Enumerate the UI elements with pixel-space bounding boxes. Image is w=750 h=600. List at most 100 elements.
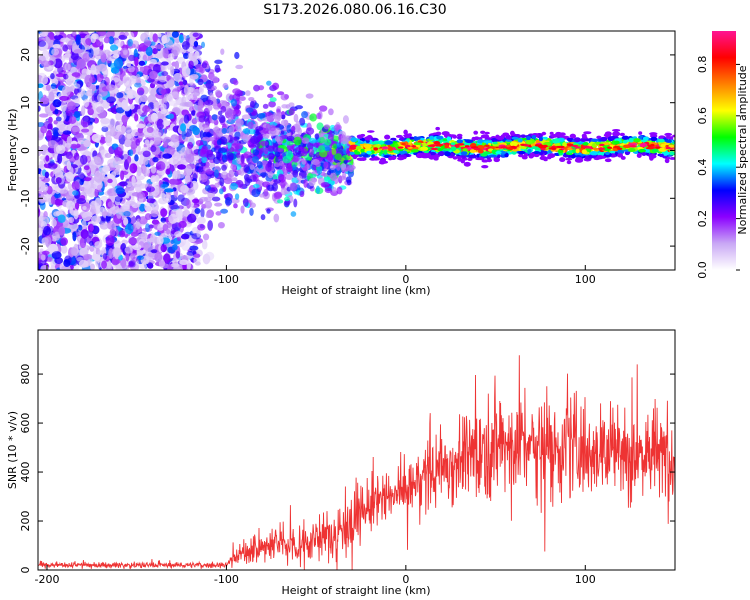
spectrogram-cell <box>40 254 46 261</box>
spectrogram-cell <box>168 113 175 120</box>
spectrogram-cell <box>138 52 149 61</box>
spectrogram-cell <box>639 142 648 148</box>
spectrogram-cell <box>324 187 333 194</box>
spectrogram-cell <box>592 147 598 151</box>
spectrogram-cell <box>526 135 531 141</box>
spectrogram-cell <box>41 75 49 85</box>
spectrogram-cell <box>135 138 141 146</box>
spectrogram-cell <box>551 140 560 144</box>
spectrogram-cell <box>650 136 658 142</box>
spectrogram-cell <box>61 85 71 97</box>
spectrogram-cell <box>136 166 142 177</box>
spectrogram-cell <box>233 203 238 209</box>
spectrogram-cell <box>204 184 211 192</box>
spectrogram-cell <box>184 101 194 108</box>
spectrogram-cell <box>89 240 94 246</box>
spectrogram-cell <box>66 78 72 86</box>
spectrogram-cell <box>547 153 556 159</box>
spectrogram-cell <box>281 114 286 120</box>
spectrogram-cell <box>83 177 92 182</box>
spectrogram-cell <box>192 173 198 181</box>
spectrogram-cell <box>266 80 272 86</box>
spectrogram-cell <box>183 84 190 96</box>
spectrogram-cell <box>111 258 121 265</box>
spectrogram-cell <box>142 105 151 113</box>
spectrogram-cell <box>221 127 227 134</box>
spectrogram-cell <box>178 220 187 229</box>
spectrogram-cell <box>289 182 298 192</box>
spectrogram-cell <box>249 207 254 217</box>
spectrogram-cell <box>148 237 155 243</box>
spectrogram-cell <box>124 125 132 133</box>
spectrogram-cell <box>152 156 159 163</box>
spectrogram-cell <box>483 151 491 155</box>
spectrogram-cell <box>316 166 323 175</box>
spectrogram-cell <box>403 133 412 138</box>
spectrogram-cell <box>134 93 143 104</box>
spectrogram-cell <box>145 206 152 212</box>
spectrogram-cell <box>64 63 71 71</box>
spectrogram-cell <box>122 74 130 86</box>
spectrogram-cell <box>441 131 450 136</box>
spectrogram-cell <box>194 208 201 214</box>
spectrogram-cell <box>178 34 184 43</box>
spectrogram-cell <box>217 110 223 116</box>
spectrogram-cell <box>74 202 80 210</box>
spectrogram-cell <box>260 214 266 221</box>
spectrogram-cell <box>390 137 397 141</box>
spectrogram-cell <box>67 101 77 111</box>
spectrogram-cell <box>543 158 548 162</box>
spectrogram-cell <box>230 182 239 190</box>
spectrogram-cell <box>180 185 189 193</box>
spectrogram-cell <box>83 254 93 260</box>
spectrogram-cell <box>63 73 69 80</box>
spectrogram-cell <box>72 31 77 37</box>
spectrogram-cell <box>187 141 194 150</box>
spectrogram-cell <box>336 162 341 171</box>
spectrogram-cell <box>123 217 129 226</box>
spectrogram-cell <box>80 148 89 156</box>
spectrogram-cell <box>288 108 295 116</box>
spectrogram-cell <box>85 38 92 46</box>
spectrogram-cell <box>136 200 141 208</box>
spectrogram-cell <box>143 158 149 165</box>
spectrogram-cell <box>58 124 69 131</box>
spectrogram-cell <box>429 135 435 140</box>
spectrogram-cell <box>67 216 75 224</box>
spectrogram-cell <box>139 263 148 269</box>
spectrogram-cell <box>316 122 324 131</box>
spectrogram-cell <box>160 64 166 72</box>
spectrogram-cell <box>107 178 113 184</box>
spectrogram-cell <box>65 36 76 46</box>
spectrogram-cell <box>112 53 120 59</box>
spectrogram-cell <box>334 153 342 160</box>
spectrogram-cell <box>211 114 218 121</box>
spectrogram-cell <box>276 199 284 204</box>
spectrogram-cell <box>318 105 328 112</box>
spectrogram-cell <box>114 127 122 133</box>
spectrogram-cell <box>129 75 138 85</box>
spectrogram-cell <box>281 104 288 109</box>
spectrogram-cell <box>101 260 107 269</box>
spectrogram-cell <box>167 52 175 61</box>
spectrogram-cell <box>193 253 201 258</box>
spectrogram-cell <box>239 167 245 176</box>
spectrogram-cell <box>104 136 113 144</box>
spectrogram-cell <box>160 208 168 218</box>
spectrogram-cell <box>177 164 186 170</box>
spectrogram-cell <box>140 94 148 103</box>
spectrogram-cell <box>41 250 50 255</box>
spectrogram-cell <box>150 166 157 174</box>
spectrogram-cell <box>163 142 168 147</box>
spectrogram-cell <box>87 108 94 116</box>
spectrogram-cell <box>205 212 211 219</box>
spectrogram-cell <box>90 33 97 44</box>
spectrogram-cell <box>220 208 229 214</box>
spectrogram-cell <box>145 223 151 233</box>
spectrogram-cell <box>262 134 269 139</box>
spectrogram-cell <box>226 152 234 161</box>
spectrogram-cell <box>336 143 342 148</box>
spectrogram-cell <box>218 114 226 124</box>
spectrogram-cell <box>176 115 187 125</box>
spectrogram-cell <box>251 188 261 198</box>
